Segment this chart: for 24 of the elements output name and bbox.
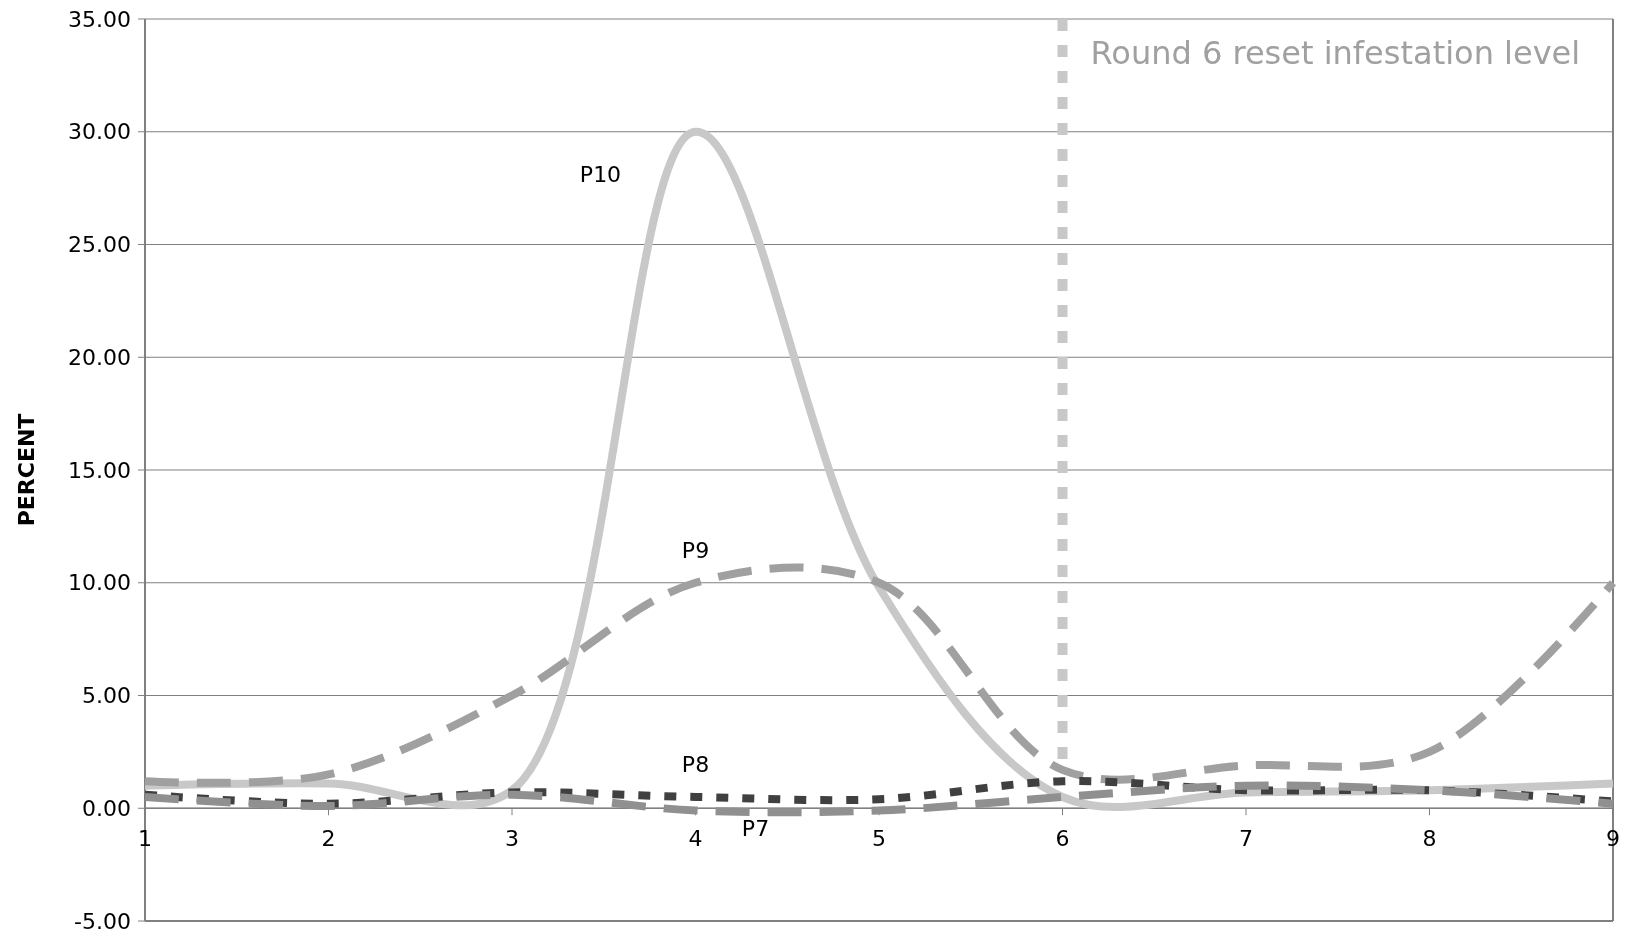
y-axis-title: PERCENT [14, 413, 39, 527]
x-tick-label: 2 [321, 826, 336, 852]
y-tick-label: 20.00 [68, 344, 131, 370]
x-tick-label: 6 [1055, 826, 1070, 852]
x-tick-label: 4 [688, 826, 703, 852]
y-tick-label: 10.00 [68, 570, 131, 596]
x-tick-label: 8 [1422, 826, 1437, 852]
x-tick-label: 1 [138, 826, 152, 852]
y-tick-label: -5.00 [74, 908, 131, 934]
x-tick-label: 5 [872, 826, 886, 852]
y-tick-label: 25.00 [68, 232, 131, 258]
y-tick-label: 0.00 [82, 795, 131, 821]
ref-line-label: Round 6 reset infestation level [1090, 34, 1581, 72]
y-tick-label: 15.00 [68, 457, 131, 483]
series-label: P7 [741, 815, 770, 841]
y-tick-label: 35.00 [68, 6, 131, 32]
x-tick-label: 7 [1239, 826, 1253, 852]
y-tick-label: 5.00 [82, 683, 131, 709]
x-tick-label: 9 [1606, 826, 1620, 852]
series-label: P9 [681, 537, 710, 563]
y-tick-label: 30.00 [68, 119, 131, 145]
x-tick-label: 3 [505, 826, 519, 852]
series-label: P10 [579, 161, 622, 187]
series-label: P8 [681, 751, 710, 777]
